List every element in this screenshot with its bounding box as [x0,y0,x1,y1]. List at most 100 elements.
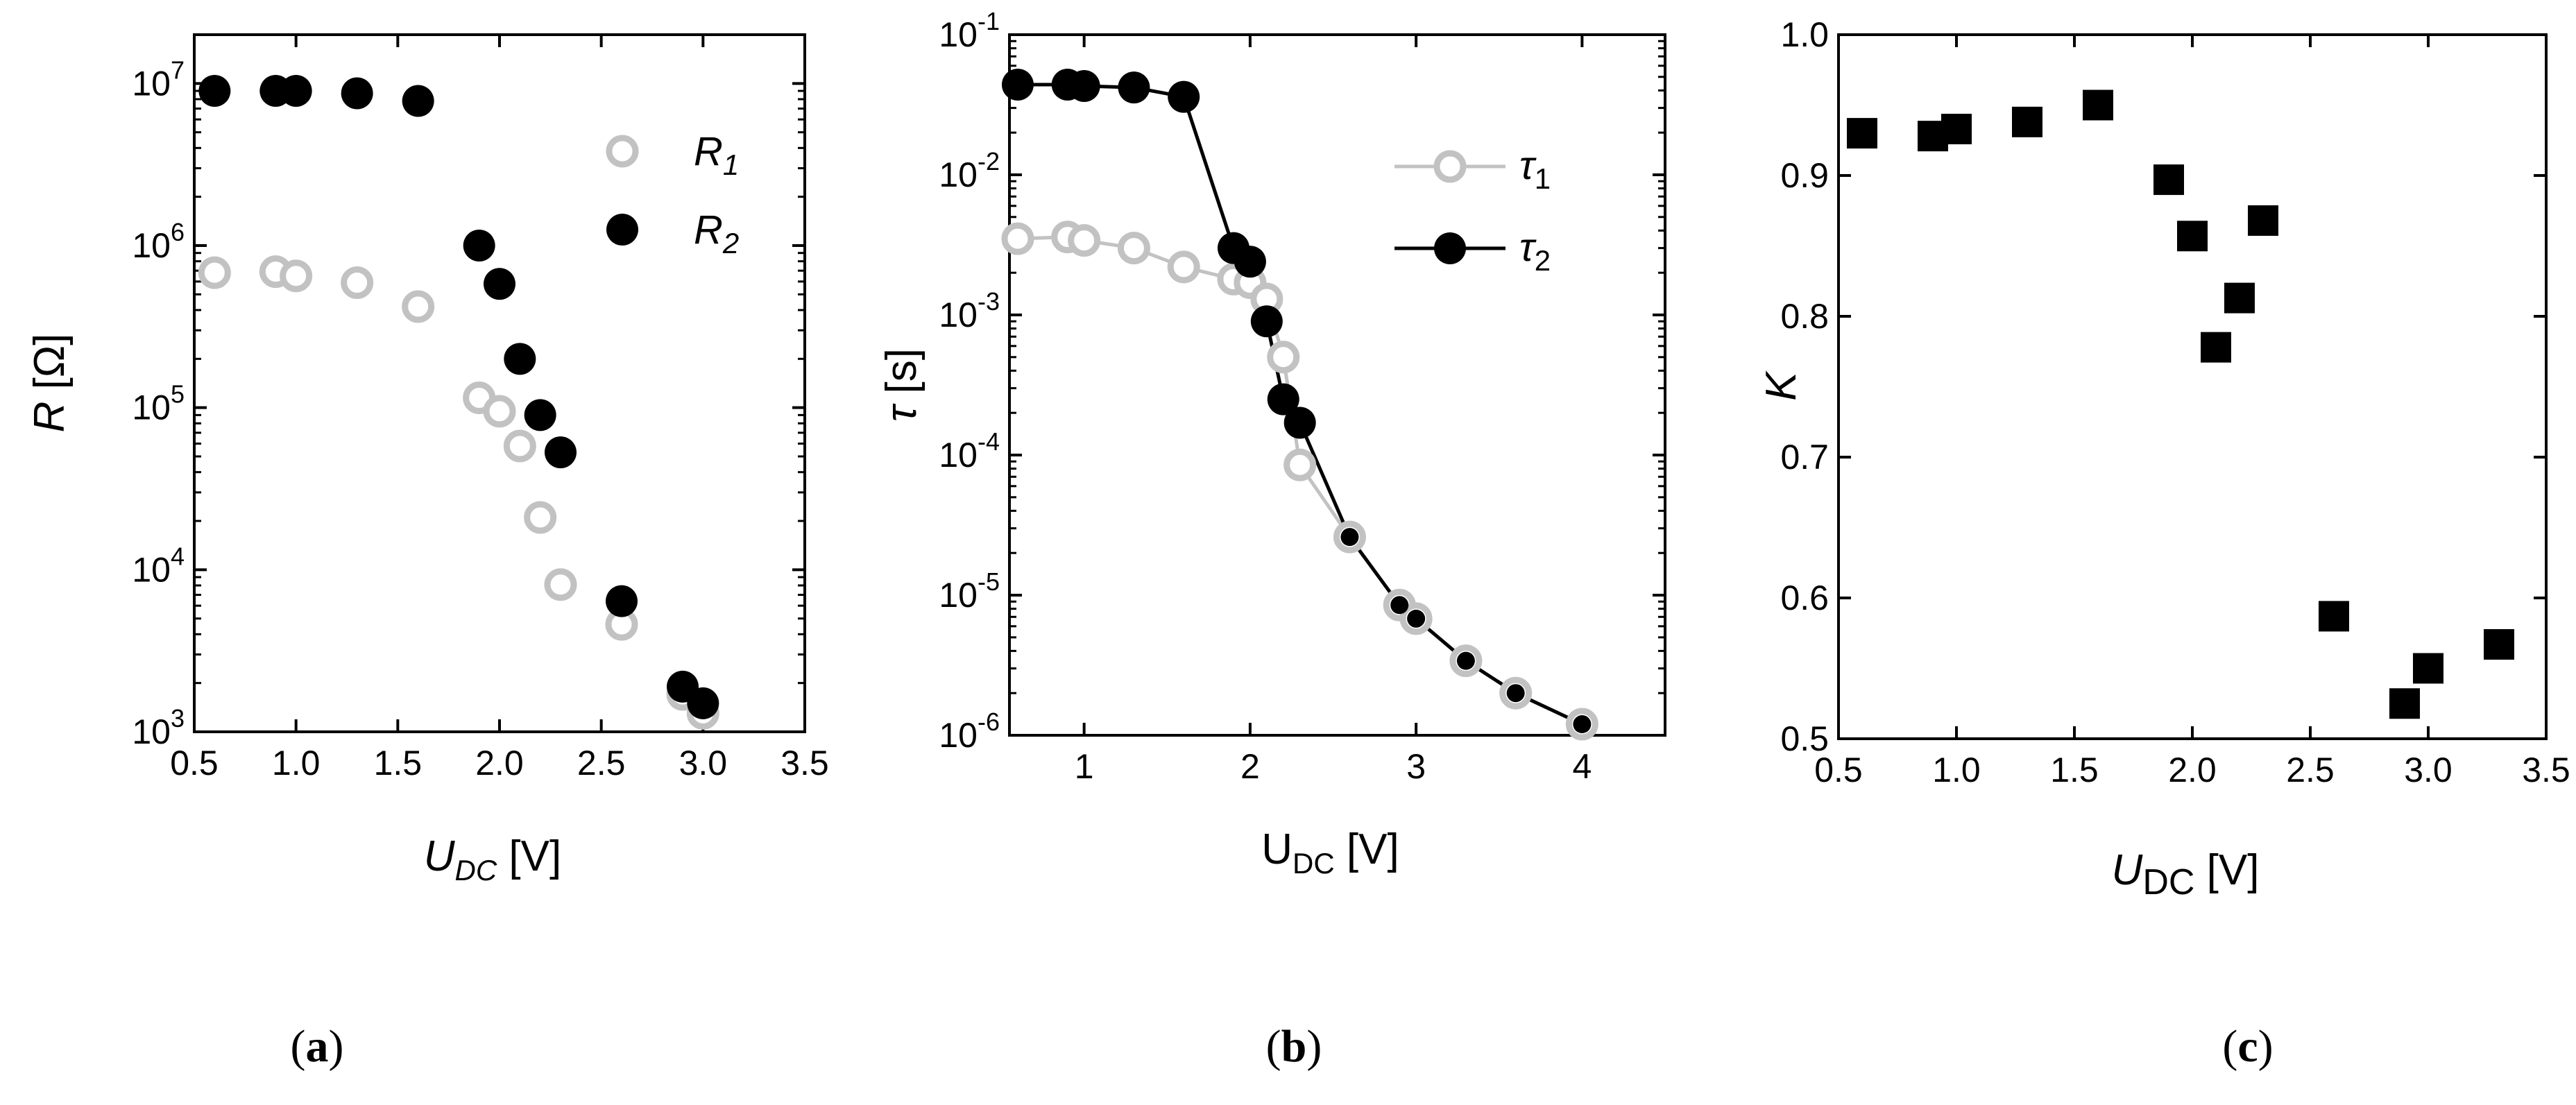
caption-paren: ( [1266,1021,1281,1072]
y-tick-exponent: -4 [978,427,1000,456]
y-tick-label: 107 [132,55,185,103]
y-tick-exponent: 7 [171,55,185,84]
data-point-K [2413,653,2443,684]
y-tick-label: 105 [132,380,185,427]
x-axis-label-sub: DC [2142,862,2194,902]
data-point-R1 [503,429,536,463]
y-tick-exponent: 5 [171,380,185,409]
y-tick-exponent: -5 [978,567,1000,596]
legend-label-sub: 2 [722,227,739,259]
y-tick-label: 0.6 [1780,579,1829,617]
x-axis-label-unit: [V] [1335,825,1399,873]
y-tick-base: 10 [132,550,171,589]
caption-paren: ( [2222,1021,2237,1072]
x-tick-label: 4 [1572,747,1592,786]
data-point-R1 [341,266,374,300]
legend-marker-R1 [606,135,639,168]
y-tick-label: 0.8 [1780,297,1829,336]
panel-caption: (b) [1266,1021,1322,1072]
caption-letter: b [1281,1021,1307,1072]
y-tick-exponent: -3 [978,287,1000,316]
y-tick-label: 10-4 [939,427,1000,474]
x-tick-label: 0.5 [1814,751,1863,789]
data-point-tau2 [1118,71,1150,104]
y-tick-label: 1.0 [1780,15,1829,54]
x-tick-label: 3.0 [679,744,728,782]
y-tick-base: 10 [132,388,171,427]
x-tick-label: 2 [1240,747,1260,786]
data-point-tau2 [1456,651,1475,670]
y-tick-exponent: -1 [978,7,1000,35]
x-axis-label-unit: [V] [497,832,561,880]
caption-letter: c [2237,1021,2258,1072]
data-point-K [2224,282,2255,314]
y-axis-label: τ [s] [878,348,926,422]
y-tick-label: 10-2 [939,147,1000,194]
y-tick-label: 0.9 [1780,156,1829,195]
y-tick-exponent: 6 [171,218,185,246]
legend-label-main: τ [1519,143,1537,188]
legend-label-R1: R1 [694,129,739,181]
data-point-K [2177,221,2208,252]
y-axis-label-unit: [s] [878,348,926,406]
legend-label-main: τ [1519,225,1537,270]
caption-paren: ) [1306,1021,1322,1072]
data-point-tau2 [1001,69,1034,101]
y-axis-label-main: K [1757,370,1805,401]
x-axis-label: UDC [V] [2112,846,2260,902]
legend-marker-R2 [606,214,638,246]
x-tick-label: 1.5 [2050,751,2099,789]
data-point-R2 [463,230,495,262]
x-tick-label: 3.0 [2404,751,2453,789]
legend-marker-tau2 [1434,232,1466,264]
data-point-R2 [524,399,556,431]
x-tick-label: 3.5 [2522,751,2570,789]
x-tick-label: 2.0 [475,744,524,782]
legend-label-R2: R2 [694,207,739,259]
data-point-tau2 [1267,383,1299,416]
legend-label-sub: 1 [723,148,739,181]
x-tick-label: 3 [1406,747,1426,786]
y-axis-label-main: τ [878,403,926,422]
data-point-R2 [687,687,719,719]
panel-caption: (a) [291,1021,344,1072]
y-tick-label: 103 [132,704,185,751]
y-tick-base: 10 [939,436,978,474]
legend-label-tau1: τ1 [1519,143,1551,195]
caption-letter: a [306,1021,329,1072]
x-axis-label-unit: [V] [2194,846,2259,894]
x-tick-label: 2.5 [2286,751,2335,789]
y-tick-base: 10 [939,716,978,755]
legend-label-main: R [694,129,723,174]
panel-a: 0.5 1.0 1.5 2.0 2.5 3.0 3.5103104105106107UDC … [26,33,829,1072]
data-point-K [2248,205,2278,236]
y-tick-label: 10-5 [939,567,1000,615]
legend-marker-tau1 [1433,150,1467,183]
data-point-K [2389,688,2420,719]
x-axis-label-sub: DC [455,854,497,886]
y-tick-base: 10 [939,576,978,615]
data-point-K [1847,118,1877,149]
data-point-tau1 [1167,250,1200,284]
x-tick-label: 1.5 [374,744,423,782]
x-axis-label-main: U [2112,846,2144,894]
data-point-R1 [524,501,557,534]
y-axis-label: R [Ω] [26,334,74,433]
x-axis-label: UDC [V] [1261,825,1399,880]
data-point-K [2201,332,2231,363]
y-tick-label: 0.5 [1780,719,1829,758]
caption-paren: ) [329,1021,344,1072]
x-tick-label: 1.0 [1932,751,1981,789]
data-point-R2 [545,436,577,469]
y-tick-label: 10-1 [939,7,1000,54]
data-point-tau1 [1068,224,1101,257]
data-point-R1 [280,259,313,293]
legend-label-tau2: τ2 [1519,225,1551,277]
panel-caption: (c) [2222,1021,2273,1072]
data-point-K [2153,164,2184,196]
data-point-tau1 [1117,232,1150,265]
data-point-tau2 [1340,528,1359,547]
data-point-R1 [402,290,435,323]
data-point-R1 [483,395,516,428]
